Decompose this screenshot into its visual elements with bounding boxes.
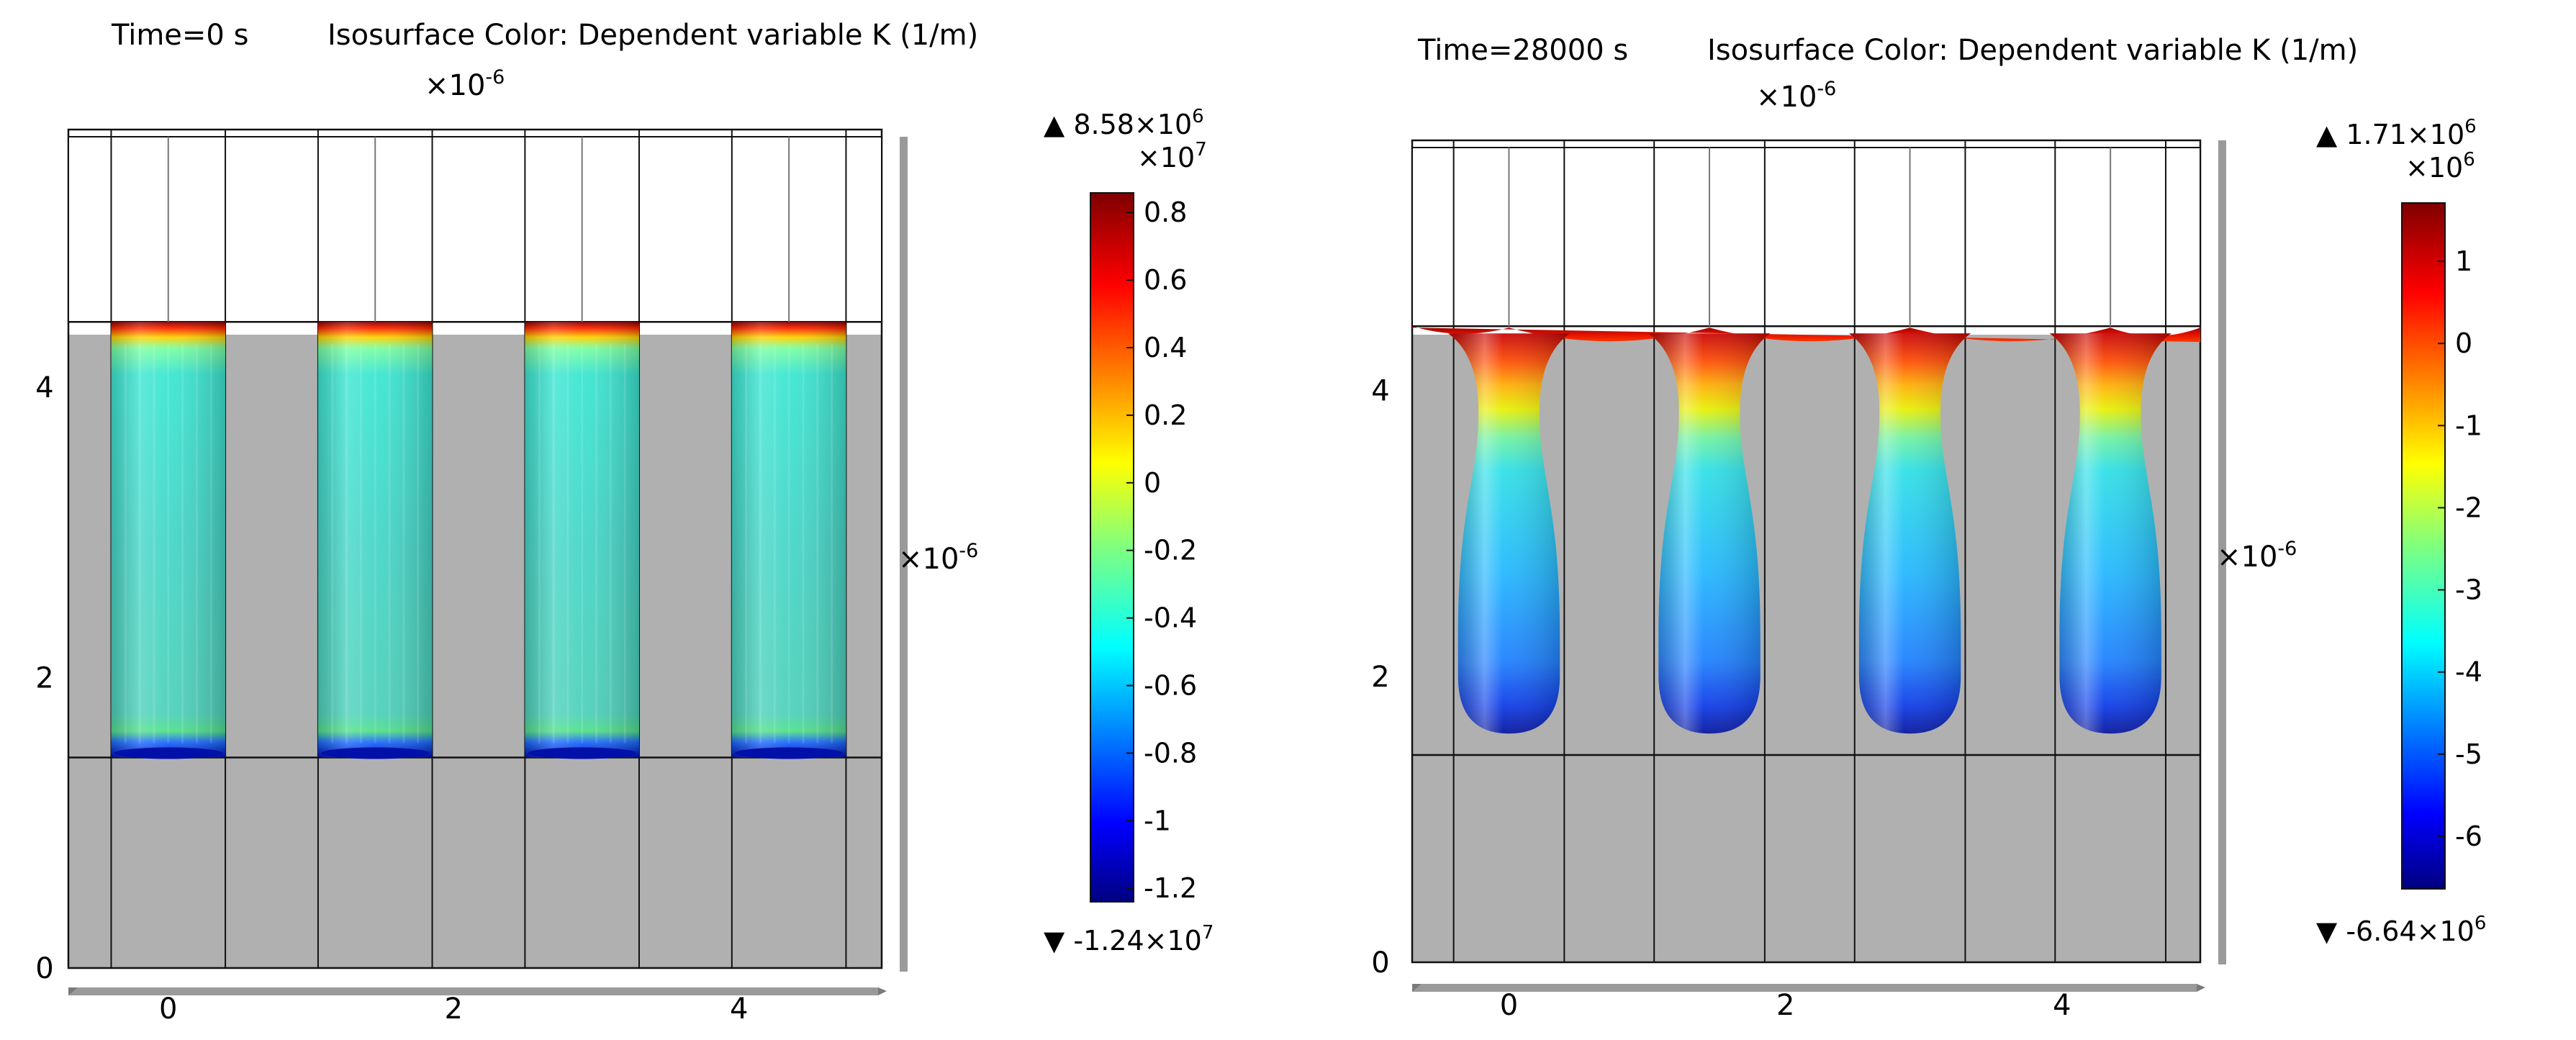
colorbar-tick-label: -1 <box>2455 410 2482 441</box>
panel-1-y-scale: ×10-6 <box>898 540 978 576</box>
panel-1-x-axis-end-right <box>878 987 887 995</box>
colorbar-tick-label: -6 <box>2455 820 2482 852</box>
column-3 <box>525 322 639 759</box>
air-region <box>69 137 881 322</box>
droplet-3 <box>1849 333 1971 734</box>
colorbar-tick-label: 0.4 <box>1144 332 1187 363</box>
droplet-shading <box>2049 333 2171 734</box>
y-tick-label: 0 <box>1371 946 1389 980</box>
y-tick-label: 2 <box>1371 661 1389 694</box>
colorbar-tick-label: -4 <box>2455 656 2482 688</box>
panel-1-x-axis-end-left <box>68 987 78 995</box>
panel-2-colorbar: ▲ 1.71×106 ×106 1 0 -1 -2 -3 -4 -5 -6 ▼ -6.64×1… <box>2316 116 2486 947</box>
meniscus-film <box>1412 326 2200 343</box>
droplet-4 <box>2049 333 2171 734</box>
panel-1-z-scale: ×10-6 <box>425 66 505 102</box>
panel-2-columns <box>1412 326 2200 734</box>
panel-1-colorbar-max: ▲ 8.58×106 <box>1044 106 1204 140</box>
colorbar-tick-label: 1 <box>2455 245 2472 277</box>
x-tick-label: 4 <box>730 992 748 1026</box>
wire-outline <box>67 128 883 969</box>
column-shading <box>111 322 226 758</box>
panel-2-y-scale: ×10-6 <box>2217 538 2297 574</box>
air-region <box>1413 148 2200 326</box>
droplet-shading <box>1447 333 1570 734</box>
panel-1-columns <box>111 322 846 759</box>
colorbar-tick-label: -5 <box>2455 738 2482 770</box>
panel-2-colorbar-ramp <box>2401 202 2446 890</box>
column-shading <box>317 322 433 758</box>
colorbar-tick-label: 0.2 <box>1144 399 1187 431</box>
panel-2-colorbar-multiplier: ×106 <box>2405 149 2475 184</box>
colorbar-tick-label: -3 <box>2455 574 2482 606</box>
panel-1-axes <box>68 137 908 995</box>
panel-2-x-axis-bar <box>1412 984 2197 992</box>
colorbar-tick-label: -2 <box>2455 492 2482 523</box>
colorbar-tick-label: 0.6 <box>1144 264 1187 296</box>
panel-2-title: Time=28000 s <box>1417 34 1628 67</box>
panel-1-y-axis-bar <box>900 137 908 972</box>
panel-time-28000: Time=28000 s Isosurface Color: Dependent… <box>1371 34 2486 1022</box>
panel-2-colorbar-max: ▲ 1.71×106 <box>2316 116 2477 150</box>
panel-1-colorbar-multiplier: ×107 <box>1137 139 1207 173</box>
panel-2-axes <box>1412 140 2226 992</box>
panel-1-colorbar-ramp <box>1090 192 1134 903</box>
y-tick-label: 2 <box>35 662 53 695</box>
colorbar-tick-label: -0.8 <box>1144 737 1197 769</box>
panel-2-wireframe <box>1411 139 2202 964</box>
droplet-shading <box>1648 333 1771 734</box>
y-tick-label: 4 <box>35 371 53 404</box>
colorbar-tick-label: 0 <box>1144 467 1161 499</box>
column-4 <box>731 322 846 759</box>
column-2 <box>317 322 433 759</box>
x-tick-label: 4 <box>2053 989 2071 1022</box>
panel-time-0: Time=0 s Isosurface Color: Dependent var… <box>35 19 1214 1026</box>
panel-2-colorbar-min: ▼ -6.64×106 <box>2316 913 2486 947</box>
y-tick-label: 4 <box>1371 375 1389 408</box>
column-shading <box>525 322 639 758</box>
wire-outline <box>1411 139 2202 964</box>
colorbar-tick-label: -1 <box>1144 805 1171 836</box>
column-cap <box>320 747 430 759</box>
x-tick-label: 2 <box>1776 989 1794 1022</box>
droplet-shading <box>1849 333 1971 734</box>
column-shading <box>731 322 846 758</box>
panel-2-y-axis-bar <box>2218 140 2226 964</box>
colorbar-tick-label: 0.8 <box>1144 196 1187 228</box>
x-tick-label: 0 <box>1500 989 1518 1022</box>
column-cap <box>114 747 223 759</box>
panel-1-title: Time=0 s <box>111 19 248 52</box>
colorbar-tick-label: 0 <box>2455 327 2472 359</box>
panel-2-z-scale: ×10-6 <box>1756 78 1836 114</box>
colorbar-tick-label: -1.2 <box>1144 872 1197 904</box>
column-cap <box>528 747 636 759</box>
colorbar-tick-label: -0.6 <box>1144 670 1197 702</box>
panel-1-subtitle: Isosurface Color: Dependent variable K (… <box>327 19 978 52</box>
x-tick-label: 2 <box>445 992 463 1026</box>
panel-2-subtitle: Isosurface Color: Dependent variable K (… <box>1707 34 2358 67</box>
panel-1-colorbar-min: ▼ -1.24×107 <box>1044 922 1214 957</box>
panel-1-colorbar: ▲ 8.58×106 ×107 0.8 0.6 0.4 0.2 0 -0.2 -0.4 -0.… <box>1044 106 1214 957</box>
column-1 <box>111 322 226 759</box>
panel-2-x-axis-end-right <box>2197 984 2205 992</box>
colorbar-tick-label: -0.2 <box>1144 535 1197 566</box>
droplet-2 <box>1648 333 1771 734</box>
droplet-1 <box>1447 333 1570 734</box>
colorbar-tick-label: -0.4 <box>1144 602 1197 634</box>
y-tick-label: 0 <box>35 952 53 985</box>
column-cap <box>734 747 844 759</box>
x-tick-label: 0 <box>159 992 177 1026</box>
panel-2-x-axis-end-left <box>1412 984 1422 992</box>
panel-1-x-axis-bar <box>68 987 878 995</box>
